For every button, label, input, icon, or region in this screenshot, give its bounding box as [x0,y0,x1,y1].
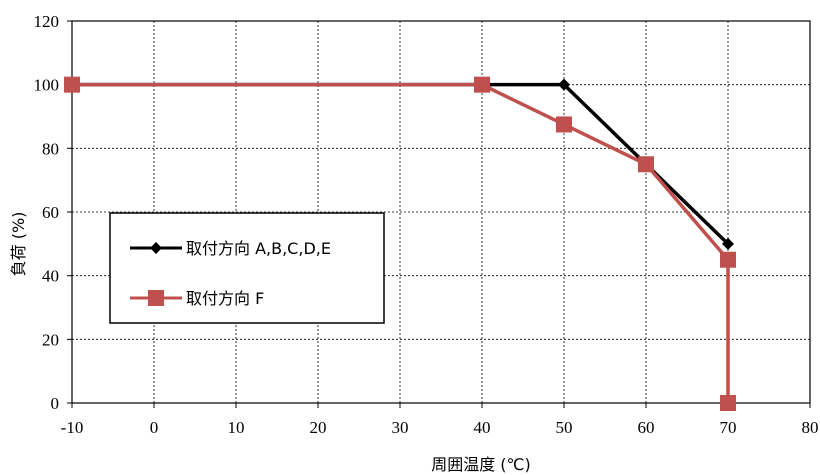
legend-marker-series-1 [148,290,164,306]
x-axis-title: 周囲温度 (℃) [431,455,531,474]
series-0-point-4 [722,237,734,250]
legend: 取付方向 A,B,C,D,E 取付方向 F [109,212,385,324]
series-line-1 [72,82,730,403]
series-1-point-4 [720,251,736,268]
x-tick-label-2: 10 [228,418,245,437]
series-1-point-5 [720,395,736,411]
x-tick-label-4: 30 [392,418,409,437]
grid [72,21,810,403]
x-axis-ticks: -10 0 10 20 30 40 50 60 70 80 [61,403,819,437]
series-1-point-2 [556,116,572,133]
y-tick-label-3: 60 [42,203,59,222]
y-tick-label-5: 100 [34,76,60,95]
y-tick-label-2: 40 [42,267,59,286]
legend-label-series-0: 取付方向 A,B,C,D,E [186,239,331,258]
legend-label-series-1: 取付方向 F [186,289,264,308]
x-tick-label-6: 50 [556,418,573,437]
series-1 [64,76,736,411]
legend-marker-series-0 [150,242,162,254]
x-tick-label-5: 40 [474,418,491,437]
x-tick-label-3: 20 [310,418,327,437]
series-1-point-3 [638,156,654,173]
x-tick-label-0: -10 [61,418,84,437]
x-tick-label-8: 70 [720,418,737,437]
y-axis-title: 負荷 (%) [9,212,28,277]
series-layer [64,76,736,411]
series-0-point-2 [558,78,570,91]
x-tick-label-1: 0 [150,418,159,437]
x-tick-label-9: 80 [802,418,819,437]
y-tick-label-4: 80 [42,139,59,158]
series-1-point-1 [474,76,490,93]
y-tick-label-0: 0 [51,394,60,413]
series-1-point-0 [64,76,80,93]
y-tick-label-1: 20 [42,330,59,349]
y-tick-label-6: 120 [34,12,60,31]
x-tick-label-7: 60 [638,418,655,437]
y-axis-ticks: 0 20 40 60 80 100 120 [34,12,72,413]
